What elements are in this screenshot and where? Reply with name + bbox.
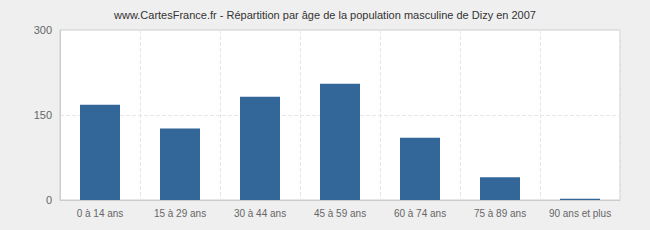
svg-text:0: 0 bbox=[46, 194, 52, 206]
svg-text:300: 300 bbox=[34, 24, 52, 36]
svg-text:0 à 14 ans: 0 à 14 ans bbox=[77, 208, 124, 219]
svg-text:45 à 59 ans: 45 à 59 ans bbox=[314, 208, 366, 219]
svg-text:75 à 89 ans: 75 à 89 ans bbox=[474, 208, 526, 219]
svg-text:30 à 44 ans: 30 à 44 ans bbox=[234, 208, 286, 219]
svg-text:90 ans et plus: 90 ans et plus bbox=[549, 208, 611, 219]
svg-text:150: 150 bbox=[34, 109, 52, 121]
svg-text:60 à 74 ans: 60 à 74 ans bbox=[394, 208, 446, 219]
svg-text:www.CartesFrance.fr - Répartit: www.CartesFrance.fr - Répartition par âg… bbox=[113, 9, 536, 21]
svg-text:15 à 29 ans: 15 à 29 ans bbox=[154, 208, 206, 219]
